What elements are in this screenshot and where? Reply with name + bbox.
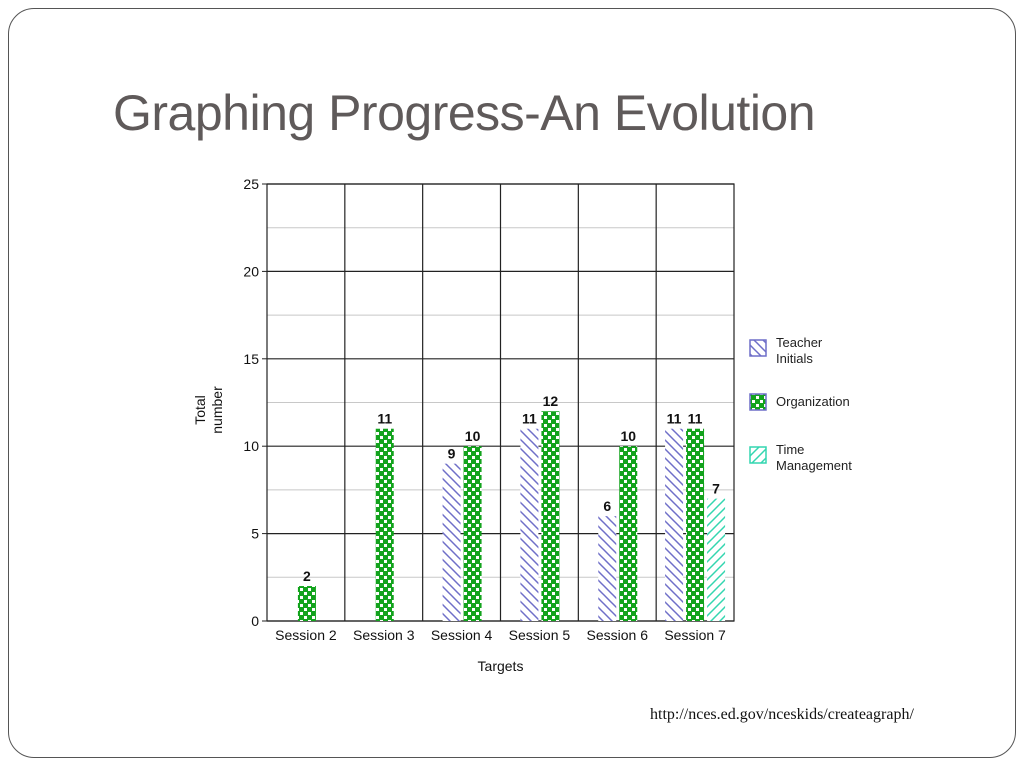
data-label: 11 (667, 411, 682, 427)
y-tick-label: 10 (243, 438, 259, 454)
bar (297, 586, 316, 621)
bar (463, 446, 482, 621)
legend-swatch (749, 393, 767, 411)
bar (541, 411, 560, 621)
bar (707, 498, 726, 621)
bar (442, 463, 461, 621)
bar (619, 446, 638, 621)
legend-label: Time Management (776, 442, 852, 473)
x-tick-label: Session 2 (275, 627, 337, 643)
data-label: 11 (688, 411, 703, 427)
y-tick-label: 15 (243, 351, 259, 367)
plot-border (266, 183, 735, 622)
legend-swatch (749, 339, 767, 357)
axes: 0 5 10 15 20 25 Session 2 Session 3 Session 4 Ses… (192, 176, 726, 674)
x-tick-label: Session 4 (431, 627, 493, 643)
x-tick-label: Session 5 (509, 627, 571, 643)
x-tick-label: Session 7 (664, 627, 726, 643)
legend-label-line: Initials (776, 351, 813, 366)
y-axis-title: Totalnumber (192, 386, 225, 434)
data-labels: 2 11 9 10 11 12 6 10 11 11 7 (303, 393, 720, 584)
x-tick-label: Session 6 (587, 627, 649, 643)
x-tick-label: Session 3 (353, 627, 415, 643)
y-axis-title-line: Total (192, 395, 208, 425)
data-label: 10 (620, 428, 636, 444)
data-label: 6 (603, 498, 611, 514)
grid (266, 183, 735, 622)
data-label: 11 (377, 411, 392, 427)
data-label: 11 (522, 411, 537, 427)
legend-swatch (749, 446, 767, 464)
bar (375, 428, 394, 621)
slide-frame (8, 8, 1016, 758)
y-axis-title-line: number (209, 386, 225, 434)
data-label: 12 (543, 393, 559, 409)
legend-label-line: Management (776, 458, 852, 473)
data-label: 9 (448, 446, 456, 462)
data-label: 7 (712, 481, 720, 497)
y-tick-label: 0 (251, 613, 259, 629)
x-axis-title: Targets (478, 658, 524, 674)
bars (297, 411, 726, 621)
y-tick-label: 20 (243, 263, 259, 279)
legend-label-line: Time (776, 442, 804, 457)
source-link[interactable]: http://nces.ed.gov/nceskids/createagraph… (650, 706, 914, 723)
y-tick-label: 25 (243, 176, 259, 192)
y-tick-label: 5 (251, 526, 259, 542)
bar (520, 428, 539, 621)
data-label: 2 (303, 568, 311, 584)
bar (598, 516, 617, 621)
bar (686, 428, 705, 621)
legend: Teacher Initials Organization Time Managemen… (749, 335, 852, 473)
legend-label: Teacher Initials (776, 335, 823, 366)
slide-title: Graphing Progress-An Evolution (113, 85, 816, 141)
data-label: 10 (465, 428, 481, 444)
bar (665, 428, 684, 621)
legend-label: Organization (776, 394, 850, 409)
legend-label-line: Teacher (776, 335, 823, 350)
